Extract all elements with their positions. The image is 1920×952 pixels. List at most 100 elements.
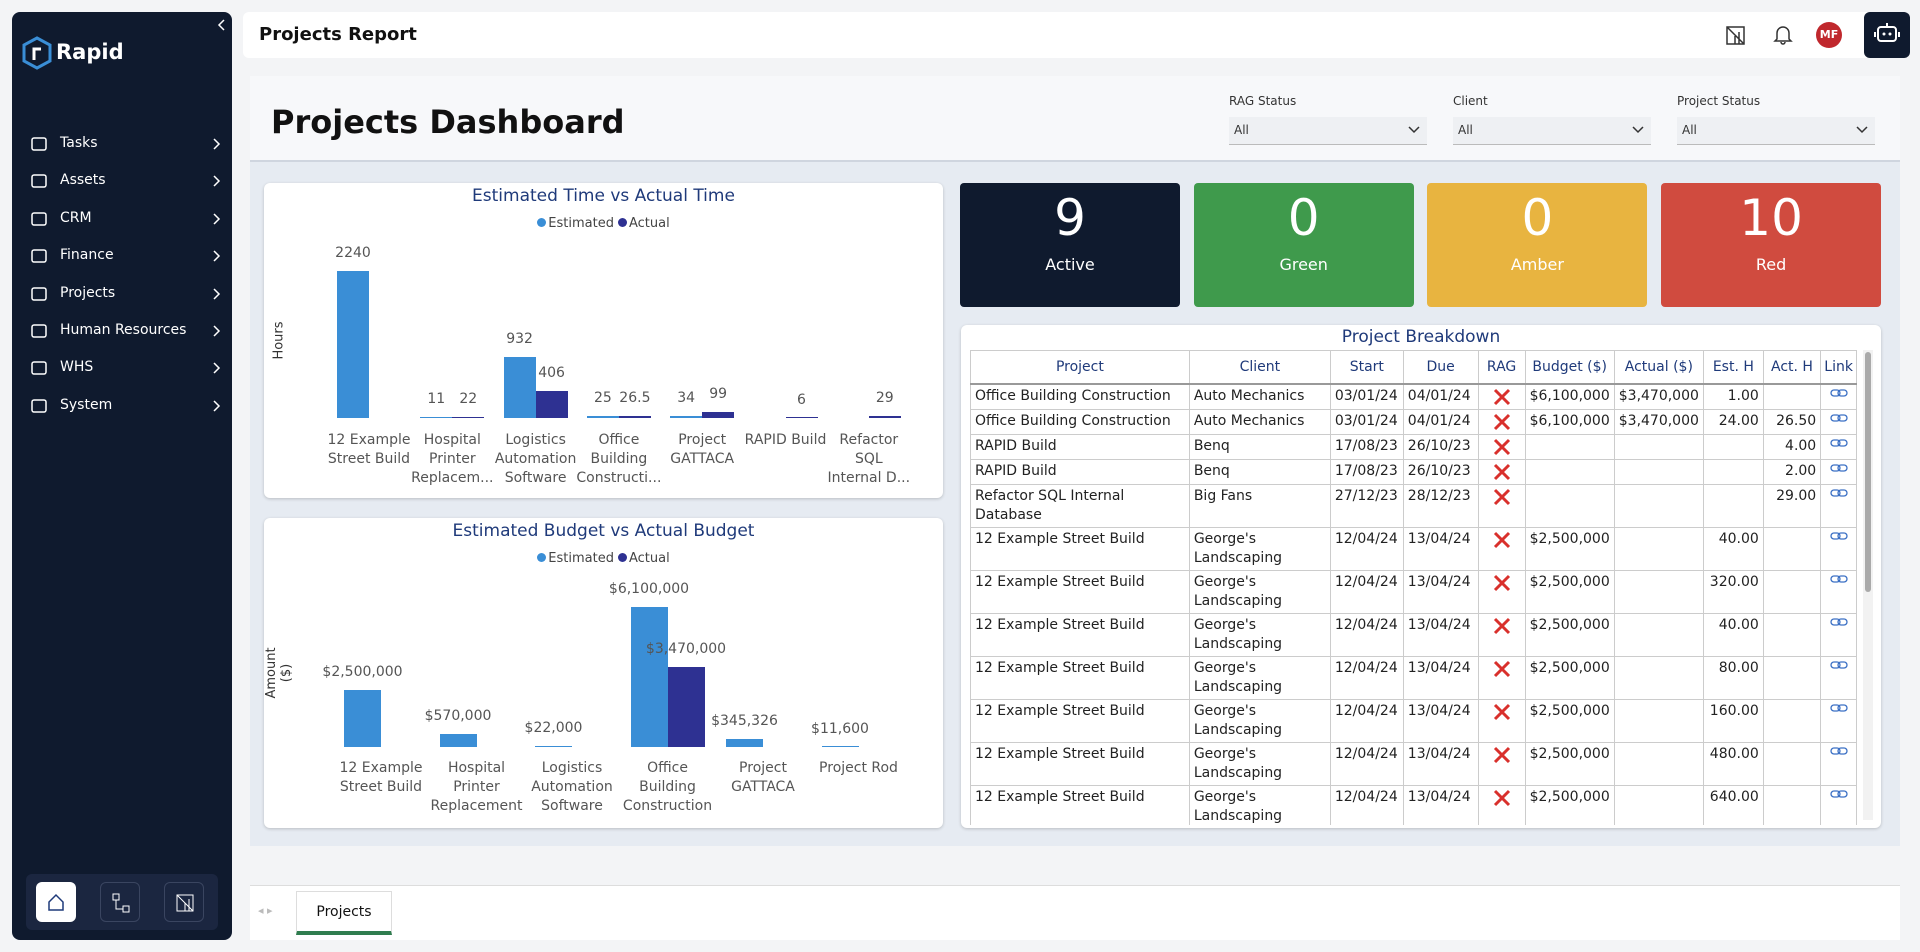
report-button[interactable] bbox=[164, 882, 204, 922]
link-icon[interactable] bbox=[1829, 659, 1848, 671]
kpi-value: 10 bbox=[1739, 189, 1803, 247]
kpi-card: 0 Amber bbox=[1427, 183, 1648, 307]
table-cell bbox=[1702, 483, 1764, 528]
table-cell: 12/04/24 bbox=[1329, 655, 1404, 700]
table-cell: 13/04/24 bbox=[1402, 741, 1479, 786]
nav-label: Projects bbox=[60, 284, 116, 301]
filter-value: All bbox=[1458, 123, 1473, 137]
column-header[interactable]: Link bbox=[1820, 350, 1857, 385]
table-cell: 12/04/24 bbox=[1329, 698, 1404, 743]
nav-item[interactable]: Finance bbox=[12, 241, 232, 271]
nav-item[interactable]: WHS bbox=[12, 353, 232, 383]
table-cell: 640.00 bbox=[1702, 784, 1764, 825]
nav-item[interactable]: Tasks bbox=[12, 129, 232, 159]
legend-dot bbox=[537, 553, 547, 562]
filter-dropdown[interactable]: All bbox=[1453, 117, 1651, 145]
link-icon[interactable] bbox=[1829, 702, 1848, 714]
column-header[interactable]: Budget ($) bbox=[1524, 350, 1615, 385]
report-icon[interactable] bbox=[1725, 24, 1747, 46]
chevron bbox=[213, 213, 221, 225]
link-icon[interactable] bbox=[1829, 412, 1848, 424]
bar bbox=[821, 745, 859, 747]
table-row: Office Building Construction Auto Mechani… bbox=[970, 383, 1857, 410]
data-label: 932 bbox=[506, 330, 533, 347]
table-cell: RAPID Build bbox=[970, 433, 1190, 460]
flow-button[interactable] bbox=[100, 882, 140, 922]
filter-dropdown[interactable]: All bbox=[1677, 117, 1875, 145]
link-icon[interactable] bbox=[1829, 745, 1848, 757]
data-label: 29 bbox=[875, 390, 894, 407]
link-icon[interactable] bbox=[1829, 487, 1848, 499]
nav-label: WHS bbox=[60, 359, 94, 376]
table-row: RAPID Build Benq 17/08/23 26/10/23 2.00 bbox=[970, 458, 1857, 485]
avatar[interactable]: MF bbox=[1816, 22, 1842, 48]
table-cell bbox=[1762, 741, 1822, 786]
bar bbox=[630, 607, 668, 747]
kpi-card: 10 Red bbox=[1661, 183, 1882, 307]
column-header[interactable]: Actual ($) bbox=[1613, 350, 1704, 385]
table-cell bbox=[1762, 612, 1822, 657]
tab-nav[interactable]: ◂ ▸ bbox=[258, 904, 273, 917]
filter-dropdown[interactable]: All bbox=[1229, 117, 1427, 145]
table-cell: George's Landscaping bbox=[1188, 698, 1331, 743]
x-tick-label: Refactor SQL Internal D... bbox=[827, 432, 911, 486]
collapse[interactable] bbox=[216, 18, 228, 32]
legend-dot bbox=[617, 218, 627, 227]
column-header[interactable]: RAG bbox=[1477, 350, 1526, 385]
column-header[interactable]: Due bbox=[1402, 350, 1479, 385]
table-cell: 12/04/24 bbox=[1329, 526, 1404, 571]
table-cell bbox=[1820, 698, 1857, 743]
dropdown-arrow bbox=[1408, 126, 1420, 134]
scrollbar bbox=[1863, 350, 1873, 820]
assistant-button[interactable] bbox=[1864, 12, 1910, 58]
table-cell bbox=[1820, 383, 1857, 410]
nav-item[interactable]: System bbox=[12, 391, 232, 421]
link-icon[interactable] bbox=[1829, 462, 1848, 474]
link-icon[interactable] bbox=[1829, 437, 1848, 449]
table-cell: 12 Example Street Build bbox=[970, 569, 1190, 614]
tab[interactable]: Projects bbox=[296, 891, 392, 935]
column-header[interactable]: Act. H bbox=[1762, 350, 1822, 385]
column-header[interactable]: Est. H bbox=[1702, 350, 1764, 385]
link-icon[interactable] bbox=[1829, 530, 1848, 542]
column-header[interactable]: Start bbox=[1329, 350, 1404, 385]
link-icon[interactable] bbox=[1829, 387, 1848, 399]
link-icon[interactable] bbox=[1829, 788, 1848, 800]
table-cell bbox=[1820, 458, 1857, 485]
nav-label: Human Resources bbox=[60, 322, 187, 338]
column-header[interactable]: Project bbox=[970, 350, 1190, 385]
data-label: $3,470,000 bbox=[645, 641, 727, 658]
bottom-bar bbox=[26, 874, 218, 930]
table-cell: 26/10/23 bbox=[1402, 433, 1479, 460]
nav-label: System bbox=[60, 396, 113, 413]
nav-icon bbox=[31, 399, 47, 413]
table-cell bbox=[1613, 741, 1704, 786]
nav-item[interactable]: Human Resources bbox=[12, 316, 232, 346]
home-button[interactable] bbox=[36, 882, 76, 922]
bar bbox=[670, 415, 703, 418]
table-cell: George's Landscaping bbox=[1188, 569, 1331, 614]
nav-item[interactable]: Projects bbox=[12, 279, 232, 309]
nav-icon bbox=[31, 137, 47, 151]
legend-dot bbox=[617, 553, 627, 562]
rag-icon bbox=[1493, 438, 1510, 455]
column-header[interactable]: Client bbox=[1188, 350, 1331, 385]
bell-icon[interactable] bbox=[1773, 23, 1793, 45]
divider bbox=[250, 160, 1900, 162]
table-cell: $2,500,000 bbox=[1524, 655, 1615, 700]
link-icon[interactable] bbox=[1829, 616, 1848, 628]
table-cell bbox=[1702, 458, 1764, 485]
table-row: RAPID Build Benq 17/08/23 26/10/23 4.00 bbox=[970, 433, 1857, 460]
data-label: 406 bbox=[538, 365, 565, 382]
data-label: $22,000 bbox=[524, 720, 583, 737]
table-cell: George's Landscaping bbox=[1188, 612, 1331, 657]
nav-item[interactable]: Assets bbox=[12, 166, 232, 196]
bar bbox=[618, 416, 651, 418]
table-cell: 12 Example Street Build bbox=[970, 784, 1190, 825]
link-icon[interactable] bbox=[1829, 573, 1848, 585]
table-row: Office Building Construction Auto Mechani… bbox=[970, 408, 1857, 435]
x-tick-label: Logistics Automation Software bbox=[531, 760, 613, 814]
table-cell bbox=[1702, 433, 1764, 460]
budget-chart: Estimated Budget vs Actual Budget Estimat… bbox=[264, 518, 943, 828]
nav-item[interactable]: CRM bbox=[12, 204, 232, 234]
